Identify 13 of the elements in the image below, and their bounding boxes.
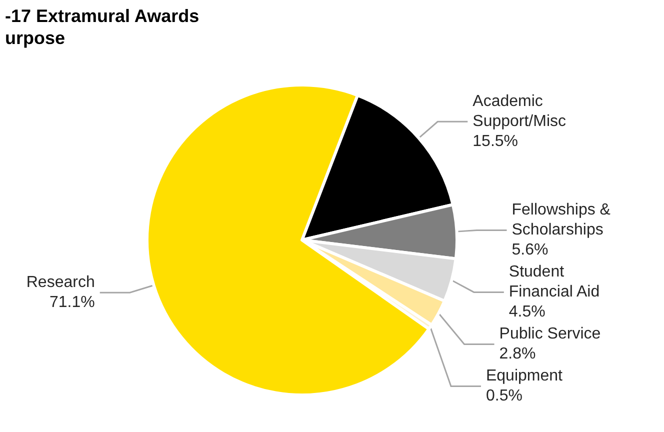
slice-label: Equipment (486, 368, 564, 385)
slice-label: Student Financial Aid (508, 264, 600, 301)
data-label: 5.6% (512, 242, 548, 259)
data-label: 0.5% (486, 388, 522, 405)
data-label: 15.5% (472, 133, 518, 150)
slice-label: Public Service (499, 326, 601, 343)
data-label: 71.1% (49, 294, 95, 312)
data-label: 4.5% (508, 304, 546, 321)
chart-title: -17 Extramural Awards urpose (5, 6, 200, 48)
slice-label: Academic Support/Misc (472, 93, 566, 130)
slice-label: Fellowships & Scholarships (512, 202, 611, 239)
data-label: 2.8% (499, 346, 536, 363)
slice-label: Research (26, 274, 95, 292)
